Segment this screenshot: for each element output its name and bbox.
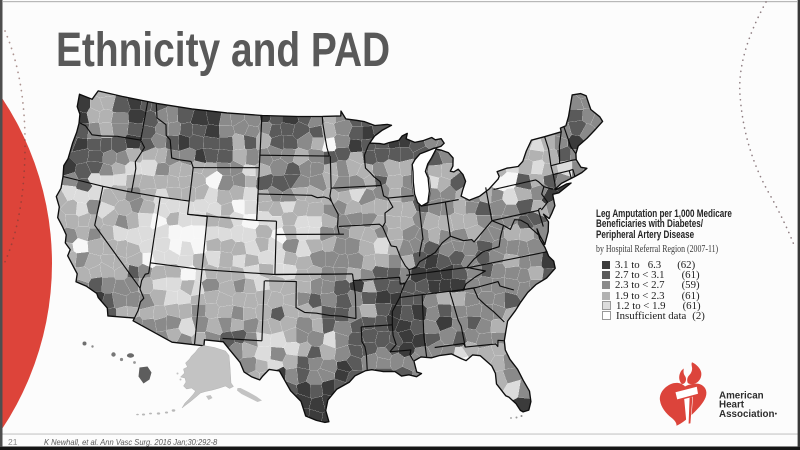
svg-text:Heart: Heart xyxy=(719,400,745,411)
svg-text:Association●: Association● xyxy=(719,409,778,420)
svg-text:American: American xyxy=(719,391,764,402)
